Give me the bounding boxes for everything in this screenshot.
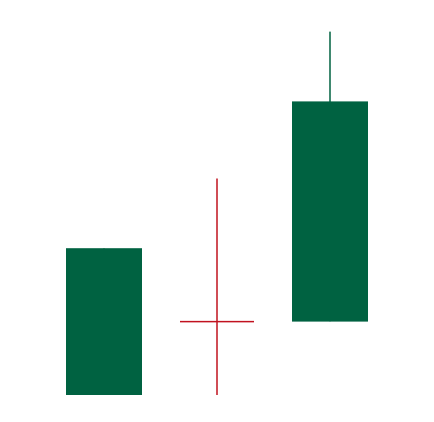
candle-body xyxy=(292,101,368,322)
candle-3 xyxy=(292,31,368,322)
candle-2 xyxy=(180,178,254,395)
candle-1 xyxy=(66,248,142,395)
candle-body xyxy=(66,248,142,395)
